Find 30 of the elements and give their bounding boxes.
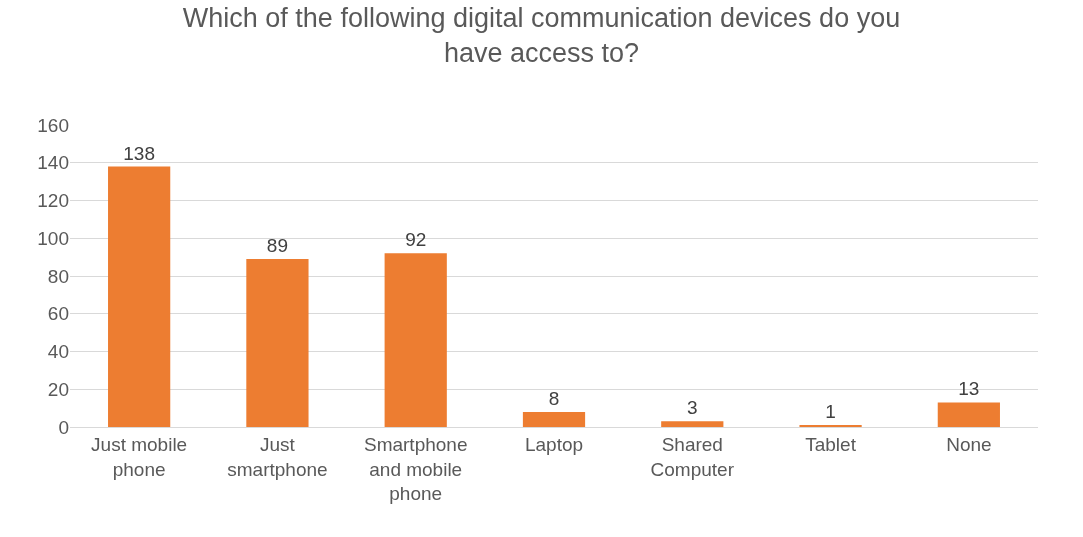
x-tick-label: Tablet <box>805 433 857 455</box>
data-label: 138 <box>123 142 155 164</box>
y-tick-label: 60 <box>47 303 69 325</box>
x-tick-label: Just smartphone <box>227 433 328 480</box>
bar <box>108 166 171 427</box>
y-tick-label: 80 <box>47 265 69 287</box>
data-label: 92 <box>405 229 427 251</box>
bar <box>937 402 1000 427</box>
y-tick-label: 100 <box>37 227 69 249</box>
bar <box>246 259 309 427</box>
bar <box>661 421 724 427</box>
bar <box>384 253 447 427</box>
y-tick-label: 0 <box>58 416 69 438</box>
x-tick-label: Shared Computer <box>650 433 735 480</box>
y-tick-label: 20 <box>47 378 69 400</box>
x-tick-label: None <box>946 433 992 455</box>
y-tick-label: 140 <box>37 152 69 174</box>
y-tick-label: 120 <box>37 190 69 212</box>
data-label: 1 <box>825 401 836 422</box>
y-tick-label: 160 <box>37 114 69 136</box>
x-tick-label: Smartphone and mobile phone <box>363 433 468 505</box>
y-tick-label: 40 <box>47 341 69 363</box>
bar <box>522 411 586 427</box>
data-label: 89 <box>266 235 288 257</box>
data-label: 13 <box>958 378 980 400</box>
x-tick-label: Laptop <box>524 433 584 455</box>
x-tick-label: Just mobile phone <box>91 433 188 480</box>
data-label: 8 <box>548 387 560 409</box>
data-label: 3 <box>687 397 698 419</box>
chart-title: Which of the following digital communication devices do you have access to? <box>182 2 901 68</box>
